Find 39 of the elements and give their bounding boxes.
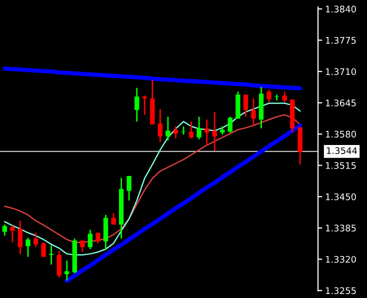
candlestick	[88, 229, 93, 250]
candlestick	[2, 224, 7, 236]
candlestick	[212, 111, 217, 152]
y-tick-label: 1.3255	[326, 287, 356, 294]
candlestick	[282, 91, 287, 104]
candlestick	[188, 120, 194, 140]
candlestick	[158, 108, 162, 143]
candlestick	[41, 242, 46, 258]
candlestick	[56, 250, 62, 278]
candlestick	[26, 236, 30, 258]
candlestick	[126, 175, 132, 202]
candlestick	[274, 94, 280, 102]
candlestick	[196, 116, 202, 140]
y-tick-label: 1.3645	[326, 100, 356, 106]
candlestick	[18, 220, 23, 255]
candlestick	[103, 214, 108, 251]
line-series	[64, 123, 302, 283]
y-tick-label: 1.3515	[326, 162, 356, 169]
candlestick	[228, 116, 232, 134]
candlestick	[10, 224, 15, 244]
y-tick-label: 1.3580	[326, 130, 356, 138]
line-series	[4, 102, 301, 256]
y-tick-label: 1.3840	[326, 6, 356, 12]
ref-line-label: 1.3544	[326, 147, 358, 154]
candlestick	[166, 116, 170, 142]
candlestick	[134, 87, 140, 122]
candlestick	[243, 94, 248, 118]
candlestick	[142, 94, 147, 116]
y-tick-label: 1.3710	[326, 68, 356, 76]
candlestick	[266, 89, 272, 104]
y-tick-label: 1.3775	[326, 36, 356, 44]
candlestick	[33, 232, 38, 248]
line-series	[2, 66, 302, 90]
candlestick	[48, 244, 54, 266]
y-tick-label: 1.3385	[326, 224, 356, 232]
candlestick	[173, 126, 178, 140]
candlestick	[251, 98, 256, 126]
y-tick-label: 1.3320	[326, 256, 356, 263]
y-tick-label: 1.3450	[326, 193, 356, 200]
